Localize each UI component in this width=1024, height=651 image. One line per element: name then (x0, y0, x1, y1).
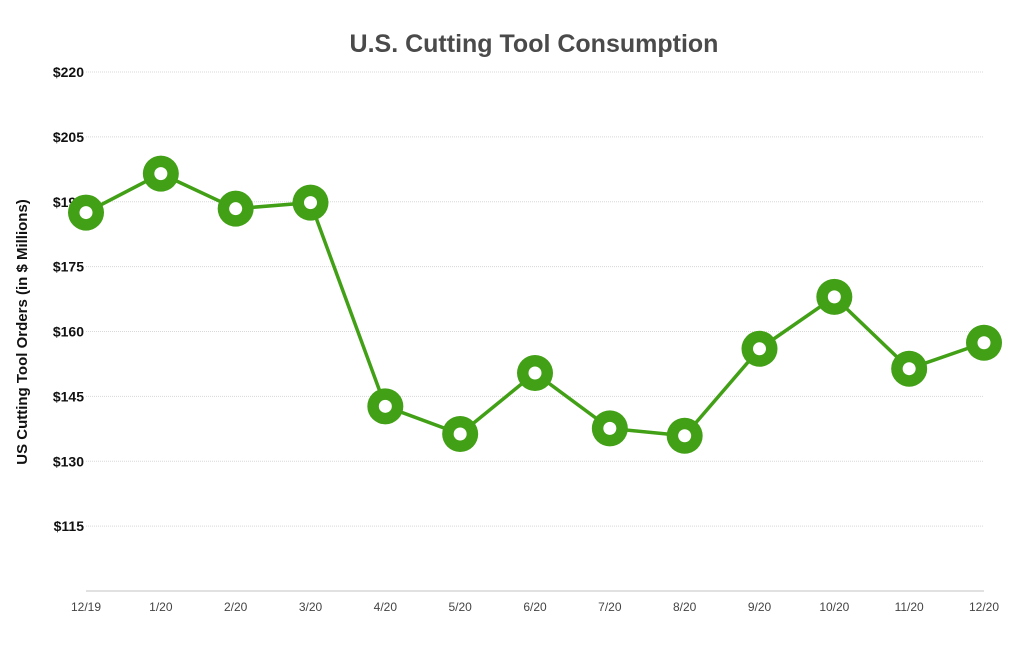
x-tick-label: 12/20 (969, 600, 999, 614)
data-point (217, 190, 254, 227)
x-tick-label: 5/20 (448, 600, 472, 614)
x-tick-label: 4/20 (374, 600, 398, 614)
data-point (591, 410, 628, 447)
data-point-hole (827, 290, 841, 304)
data-point (666, 417, 703, 454)
x-tick-label: 12/19 (71, 600, 101, 614)
data-point-hole (79, 206, 93, 220)
chart-title: U.S. Cutting Tool Consumption (350, 30, 719, 58)
y-tick-label: $220 (53, 64, 84, 80)
series-points (68, 155, 1002, 454)
data-point-hole (528, 366, 542, 380)
data-point (966, 324, 1002, 361)
x-tick-label: 9/20 (748, 600, 772, 614)
data-point (891, 350, 928, 387)
y-tick-label: $115 (54, 518, 85, 534)
data-point (517, 355, 553, 392)
data-point (816, 278, 853, 315)
data-point (367, 388, 404, 425)
y-tick-label: $175 (53, 259, 84, 275)
data-point-hole (902, 362, 916, 376)
x-tick-label: 1/20 (149, 600, 173, 614)
data-point-hole (154, 167, 168, 181)
x-tick-label: 8/20 (673, 600, 697, 614)
data-point-hole (977, 336, 991, 350)
data-point-hole (229, 202, 243, 216)
data-point (741, 330, 778, 367)
data-point-hole (753, 342, 766, 356)
gridlines (86, 71, 984, 592)
data-point (292, 184, 329, 221)
data-point (442, 416, 479, 453)
data-point-hole (678, 429, 692, 443)
y-axis-ticks: $115$130$145$160$175$190$205$220 (53, 64, 84, 534)
data-point-hole (378, 399, 392, 413)
x-tick-label: 6/20 (523, 600, 547, 614)
x-axis-ticks: 12/19 1/20 2/20 3/20 4/20 5/20 6/20 7/20 8/20 9/2… (71, 600, 999, 614)
x-tick-label: 2/20 (224, 600, 248, 614)
data-point-hole (603, 421, 617, 435)
data-point (68, 194, 104, 231)
data-point-hole (453, 427, 467, 441)
y-tick-label: $145 (53, 388, 84, 404)
data-point-hole (304, 196, 317, 210)
y-axis-label: US Cutting Tool Orders (in $ Millions) (14, 199, 31, 465)
data-point (142, 155, 179, 192)
x-tick-label: 7/20 (598, 600, 622, 614)
x-tick-label: 3/20 (299, 600, 323, 614)
y-tick-label: $160 (53, 324, 84, 340)
y-tick-label: $130 (53, 453, 84, 469)
x-tick-label: 11/20 (895, 600, 924, 614)
x-tick-label: 10/20 (819, 600, 849, 614)
y-tick-label: $205 (53, 129, 84, 145)
